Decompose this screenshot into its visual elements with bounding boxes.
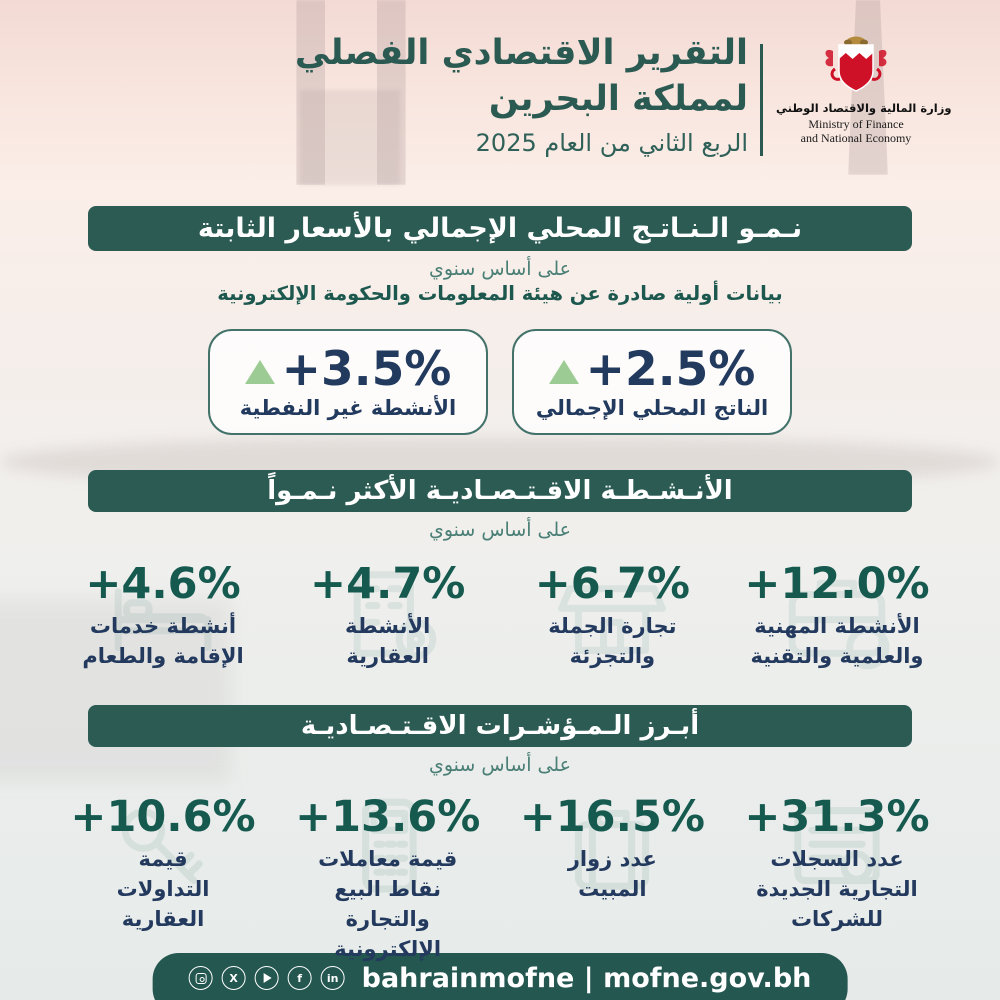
linkedin-icon[interactable]: in xyxy=(320,966,345,990)
page-title: التقرير الاقتصادي الفصلي لمملكة البحرين … xyxy=(0,30,748,160)
stat-value: +4.6% xyxy=(85,559,241,609)
gdp-section-banner: نـمـو الـنـاتـج المحلي الإجمالي بالأسعار… xyxy=(88,206,912,251)
activities-section-banner: الأنـشـطـة الاقـتـصـاديـة الأكثر نـمـواً xyxy=(88,470,912,512)
stat-accommodation-food: +4.6% أنشطة خدمات الإقامة والطعام xyxy=(56,560,270,671)
stat-label: تجارة الجملة والتجزئة xyxy=(548,614,677,668)
gdp-nonoil-value-row: +3.5% xyxy=(244,341,452,397)
briefcase-icon xyxy=(767,544,907,684)
footer-handle-and-site[interactable]: bahrainmofne | mofne.gov.bh xyxy=(362,963,812,994)
report-quarter-subtitle: الربع الثاني من العام 2025 xyxy=(475,129,748,157)
stat-value: +6.7% xyxy=(534,559,690,609)
stat-label: أنشطة خدمات الإقامة والطعام xyxy=(82,614,244,668)
certificate-icon xyxy=(767,777,907,917)
bahrain-coat-of-arms-icon xyxy=(825,36,887,92)
ministry-name-arabic: وزارة المالية والاقتصاد الوطني xyxy=(776,101,952,115)
activities-stats-row: +12.0% الأنشطة المهنية والعلمية والتقنية… xyxy=(56,560,944,671)
stat-professional-activities: +12.0% الأنشطة المهنية والعلمية والتقنية xyxy=(730,560,944,671)
footer-separator: | xyxy=(583,962,594,994)
facebook-icon[interactable]: f xyxy=(287,966,312,990)
ministry-name-english: Ministry of Finance and National Economy xyxy=(776,117,936,145)
stat-label: قيمة التداولات العقارية xyxy=(116,847,210,931)
x-icon[interactable]: X xyxy=(221,966,246,990)
title-line-1: التقرير الاقتصادي الفصلي xyxy=(294,33,748,73)
building-gear-icon xyxy=(318,544,458,684)
gdp-nonoil-value: +3.5% xyxy=(281,341,452,397)
gdp-nonoil-box: +3.5% الأنشطة غير النفطية xyxy=(208,329,488,435)
header-divider xyxy=(760,44,763,156)
indicators-basis-note: على أساس سنوي xyxy=(428,754,572,776)
stat-value: +10.6% xyxy=(70,792,256,842)
indicators-stats-row: +31.3% عدد السجلات التجارية الجديدة للشر… xyxy=(56,793,944,964)
indicators-section-banner: أبـرز الـمـؤشـرات الاقـتـصـاديـة xyxy=(88,705,912,747)
stat-label: عدد السجلات التجارية الجديدة للشركات xyxy=(756,847,918,931)
stat-label: الأنشطة العقارية xyxy=(345,614,431,668)
stat-new-commercial-registrations: +31.3% عدد السجلات التجارية الجديدة للشر… xyxy=(730,793,944,964)
stat-value: +13.6% xyxy=(295,792,481,842)
stat-overnight-visitors: +16.5% عدد زوار المبيت xyxy=(505,793,719,964)
gdp-total-value-row: +2.5% xyxy=(548,341,756,397)
stat-pos-ecommerce-value: +13.6% قيمة معاملات نقاط البيع والتجارة … xyxy=(281,793,495,964)
title-line-2: لمملكة البحرين xyxy=(488,79,748,119)
gdp-total-box: +2.5% الناتج المحلي الإجمالي xyxy=(512,329,792,435)
ministry-logo: وزارة المالية والاقتصاد الوطني Ministry … xyxy=(776,33,952,145)
stat-label: قيمة معاملات نقاط البيع والتجارة الإلكتر… xyxy=(318,847,458,961)
website-url[interactable]: mofne.gov.bh xyxy=(603,962,812,994)
key-icon xyxy=(93,777,233,917)
youtube-icon[interactable] xyxy=(254,966,279,990)
stat-label: عدد زوار المبيت xyxy=(567,847,657,901)
ministry-en-line2: and National Economy xyxy=(800,131,912,145)
stat-value: +31.3% xyxy=(744,792,930,842)
gdp-source-note: بيانات أولية صادرة عن هيئة المعلومات وال… xyxy=(217,282,783,305)
gdp-stats-row: +2.5% الناتج المحلي الإجمالي +3.5% الأنش… xyxy=(0,329,1000,435)
stat-real-estate-trading-value: +10.6% قيمة التداولات العقارية xyxy=(56,793,270,964)
gdp-nonoil-label: الأنشطة غير النفطية xyxy=(239,395,457,420)
triangle-up-icon xyxy=(244,359,275,384)
gdp-basis-note: على أساس سنوي xyxy=(428,258,572,280)
instagram-icon[interactable] xyxy=(188,966,213,990)
bed-icon xyxy=(93,544,233,684)
storefront-icon xyxy=(542,544,682,684)
pos-terminal-icon xyxy=(318,777,458,917)
footer-social-bar: X f in bahrainmofne | mofne.gov.bh xyxy=(152,953,848,1000)
stat-value: +4.7% xyxy=(310,559,466,609)
gdp-total-label: الناتج المحلي الإجمالي xyxy=(535,395,769,420)
stat-value: +12.0% xyxy=(744,559,930,609)
stat-wholesale-retail: +6.7% تجارة الجملة والتجزئة xyxy=(505,560,719,671)
ministry-en-line1: Ministry of Finance xyxy=(808,117,904,131)
triangle-up-icon xyxy=(548,359,579,384)
stat-label: الأنشطة المهنية والعلمية والتقنية xyxy=(750,614,924,668)
social-handle[interactable]: bahrainmofne xyxy=(361,962,575,994)
stat-real-estate-activities: +4.7% الأنشطة العقارية xyxy=(281,560,495,671)
gdp-total-value: +2.5% xyxy=(585,341,756,397)
activities-basis-note: على أساس سنوي xyxy=(428,519,572,541)
suitcase-icon xyxy=(542,777,682,917)
stat-value: +16.5% xyxy=(519,792,705,842)
